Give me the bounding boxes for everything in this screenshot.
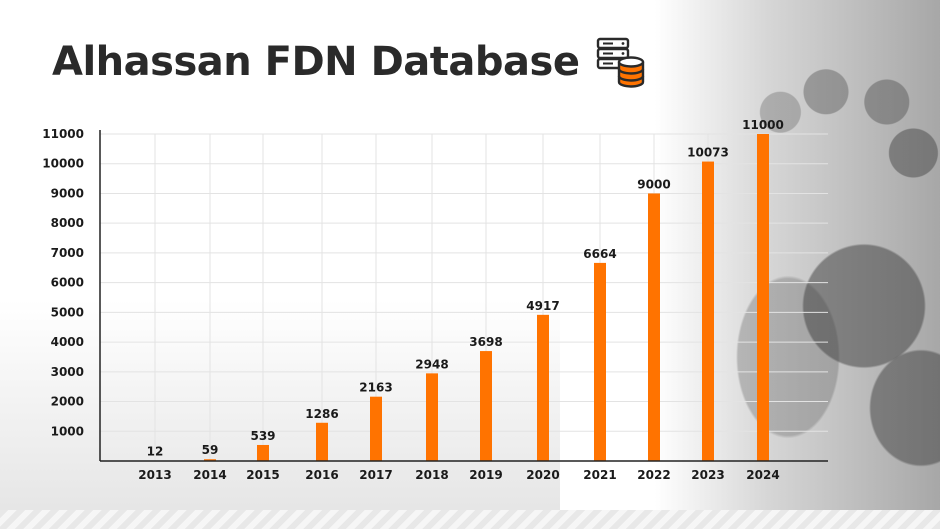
decorative-border (0, 510, 940, 529)
x-tick-label: 2015 (246, 468, 279, 482)
x-tick-label: 2014 (193, 468, 226, 482)
data-labels: 12 59 539 1286 2163 2948 3698 4917 6664 9000 10073… (147, 118, 784, 459)
data-label: 9000 (637, 177, 670, 191)
bar-2021 (594, 262, 606, 461)
background-gradient (0, 300, 560, 510)
x-tick-label: 2013 (138, 468, 171, 482)
bar-2019 (480, 351, 492, 461)
data-label: 59 (202, 443, 219, 457)
bar-2020 (537, 314, 549, 461)
data-label: 539 (250, 429, 275, 443)
data-label: 4917 (526, 299, 559, 313)
bar-2014 (204, 459, 216, 461)
y-tick-label: 6000 (51, 276, 84, 290)
y-tick-label: 9000 (51, 186, 84, 200)
x-tick-label: 2021 (583, 468, 616, 482)
data-label: 3698 (469, 335, 502, 349)
data-label: 2163 (359, 381, 392, 395)
y-tick-label: 10000 (42, 157, 84, 171)
bar-2016 (316, 422, 328, 461)
bar-2018 (426, 373, 438, 461)
data-label: 6664 (583, 247, 616, 261)
x-tick-label: 2017 (359, 468, 392, 482)
x-tick-label: 2019 (469, 468, 502, 482)
database-server-icon (597, 37, 645, 88)
page-title: Alhassan FDN Database (52, 39, 580, 85)
bar-2015 (257, 444, 269, 461)
x-tick-label: 2016 (305, 468, 338, 482)
bar-2023 (702, 161, 714, 461)
bar-2022 (648, 193, 660, 462)
y-tick-label: 4000 (51, 335, 84, 349)
x-tick-label: 2022 (637, 468, 670, 482)
axes (99, 130, 828, 462)
data-label: 1286 (305, 407, 338, 421)
x-tick-label: 2020 (526, 468, 559, 482)
y-tick-label: 8000 (51, 216, 84, 230)
data-label: 12 (147, 445, 164, 459)
bar-2024 (757, 134, 769, 461)
x-tick-labels: 2013 2014 2015 2016 2017 2018 2019 2020 2021 2022… (138, 468, 779, 482)
title-block: Alhassan FDN Database (52, 36, 647, 88)
y-tick-label: 3000 (51, 365, 84, 379)
bar-2017 (370, 396, 382, 461)
data-label: 2948 (415, 357, 448, 371)
x-tick-label: 2024 (746, 468, 779, 482)
x-tick-label: 2018 (415, 468, 448, 482)
y-tick-label: 7000 (51, 246, 84, 260)
y-tick-labels: 1000 2000 3000 4000 5000 6000 7000 8000 9000 1000… (42, 127, 84, 438)
x-tick-label: 2023 (691, 468, 724, 482)
y-tick-label: 1000 (51, 424, 84, 438)
data-label: 11000 (742, 118, 784, 132)
y-tick-label: 11000 (42, 127, 84, 141)
grid-lines (100, 133, 828, 461)
data-label: 10073 (687, 146, 729, 160)
bars (149, 134, 769, 462)
y-tick-label: 5000 (51, 305, 84, 319)
y-tick-label: 2000 (51, 395, 84, 409)
